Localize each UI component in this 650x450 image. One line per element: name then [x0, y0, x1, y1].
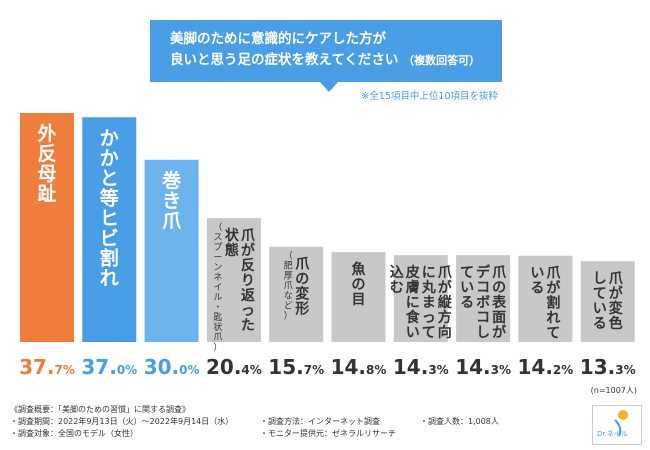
bar-2: [82, 117, 137, 343]
footer-target: ・調査対象：全国のモデル（女性）: [10, 429, 138, 438]
category-label-3: 巻き爪: [161, 169, 182, 232]
sample-size-label: (n=1007人): [591, 386, 637, 395]
logo-text: Dr.ネイル: [597, 430, 628, 438]
category-label-10: 爪が変色している: [593, 271, 624, 332]
bar-3: [144, 159, 199, 342]
value-label-5: 15.7%: [268, 355, 324, 379]
dr-nail-logo: Dr.ネイル: [592, 405, 642, 445]
chart-title-line2: 良いと思う足の症状を教えてください （複数回答可）: [170, 50, 492, 71]
footer-method: ・調査方法：インターネット調査: [260, 417, 380, 426]
category-label-7: 爪が縦方向に丸まって皮膚に食い込む: [390, 264, 453, 341]
value-label-8: 14.3%: [455, 355, 511, 379]
chart-title-box: 美脚のために意識的にケアした方が 良いと思う足の症状を教えてください （複数回答…: [150, 20, 502, 82]
logo-sun-icon: [618, 410, 628, 420]
bar-9: [518, 255, 573, 342]
value-label-7: 14.3%: [393, 355, 449, 379]
bar-chart: 外反母趾37.7%かかと等ヒビ割れ37.0%巻き爪30.0%爪が反り返った状態（…: [19, 113, 637, 395]
category-label-5: 爪の変形: [295, 257, 310, 318]
category-subnote-5: （肥厚爪など）: [284, 251, 293, 322]
category-label-1: 外反母趾: [37, 122, 56, 205]
value-label-4: 20.4%: [206, 355, 262, 379]
chart-title-line1: 美脚のために意識的にケアした方が: [170, 31, 386, 47]
bar-7: [393, 255, 448, 342]
bar-6: [331, 252, 386, 342]
bar-10: [580, 261, 635, 342]
value-label-9: 14.2%: [517, 355, 573, 379]
category-label-9: 爪が割れている: [530, 266, 561, 342]
chart-title-line2-sub: （複数回答可）: [403, 54, 481, 67]
footer-period: ・調査期間：2022年9月13日（火）～2022年9月14日（水）: [10, 417, 234, 426]
chart-title-line2-main: 良いと思う足の症状を教えてください: [170, 52, 399, 68]
bar-1: [20, 113, 74, 342]
category-subnote-4: （スプーンネイル・匙状爪）: [213, 222, 222, 353]
category-label-2: かかと等ヒビ割れ: [99, 127, 119, 289]
footer-heading: 《調査概要：「美脚のための習慣」に関する調査》: [10, 405, 190, 414]
bar-5: [269, 246, 324, 342]
bar-8: [456, 255, 511, 342]
value-label-1: 37.7%: [19, 355, 75, 379]
survey-footer: 《調査概要：「美脚のための習慣」に関する調査》 ・調査期間：2022年9月13日…: [10, 404, 590, 440]
category-label-6: 魚の目: [352, 261, 366, 308]
bar-4: [206, 218, 261, 342]
category-label-4: 爪が反り返った状態: [225, 227, 256, 334]
footer-count: ・調査人数：1,008人: [420, 417, 499, 426]
footer-provider: ・モニター提供元：ゼネラルリサーチ: [260, 429, 396, 438]
chart-note: ※全15項目中上位10項目を抜粋: [361, 91, 498, 102]
category-label-8: 爪の表面がデコボコしている: [460, 264, 507, 341]
value-label-6: 14.8%: [331, 355, 387, 379]
logo-figure-icon: [614, 419, 622, 437]
value-label-3: 30.0%: [144, 355, 200, 379]
title-callout-tail: [320, 82, 338, 92]
value-label-2: 37.0%: [81, 355, 137, 379]
value-label-10: 13.3%: [580, 355, 636, 379]
